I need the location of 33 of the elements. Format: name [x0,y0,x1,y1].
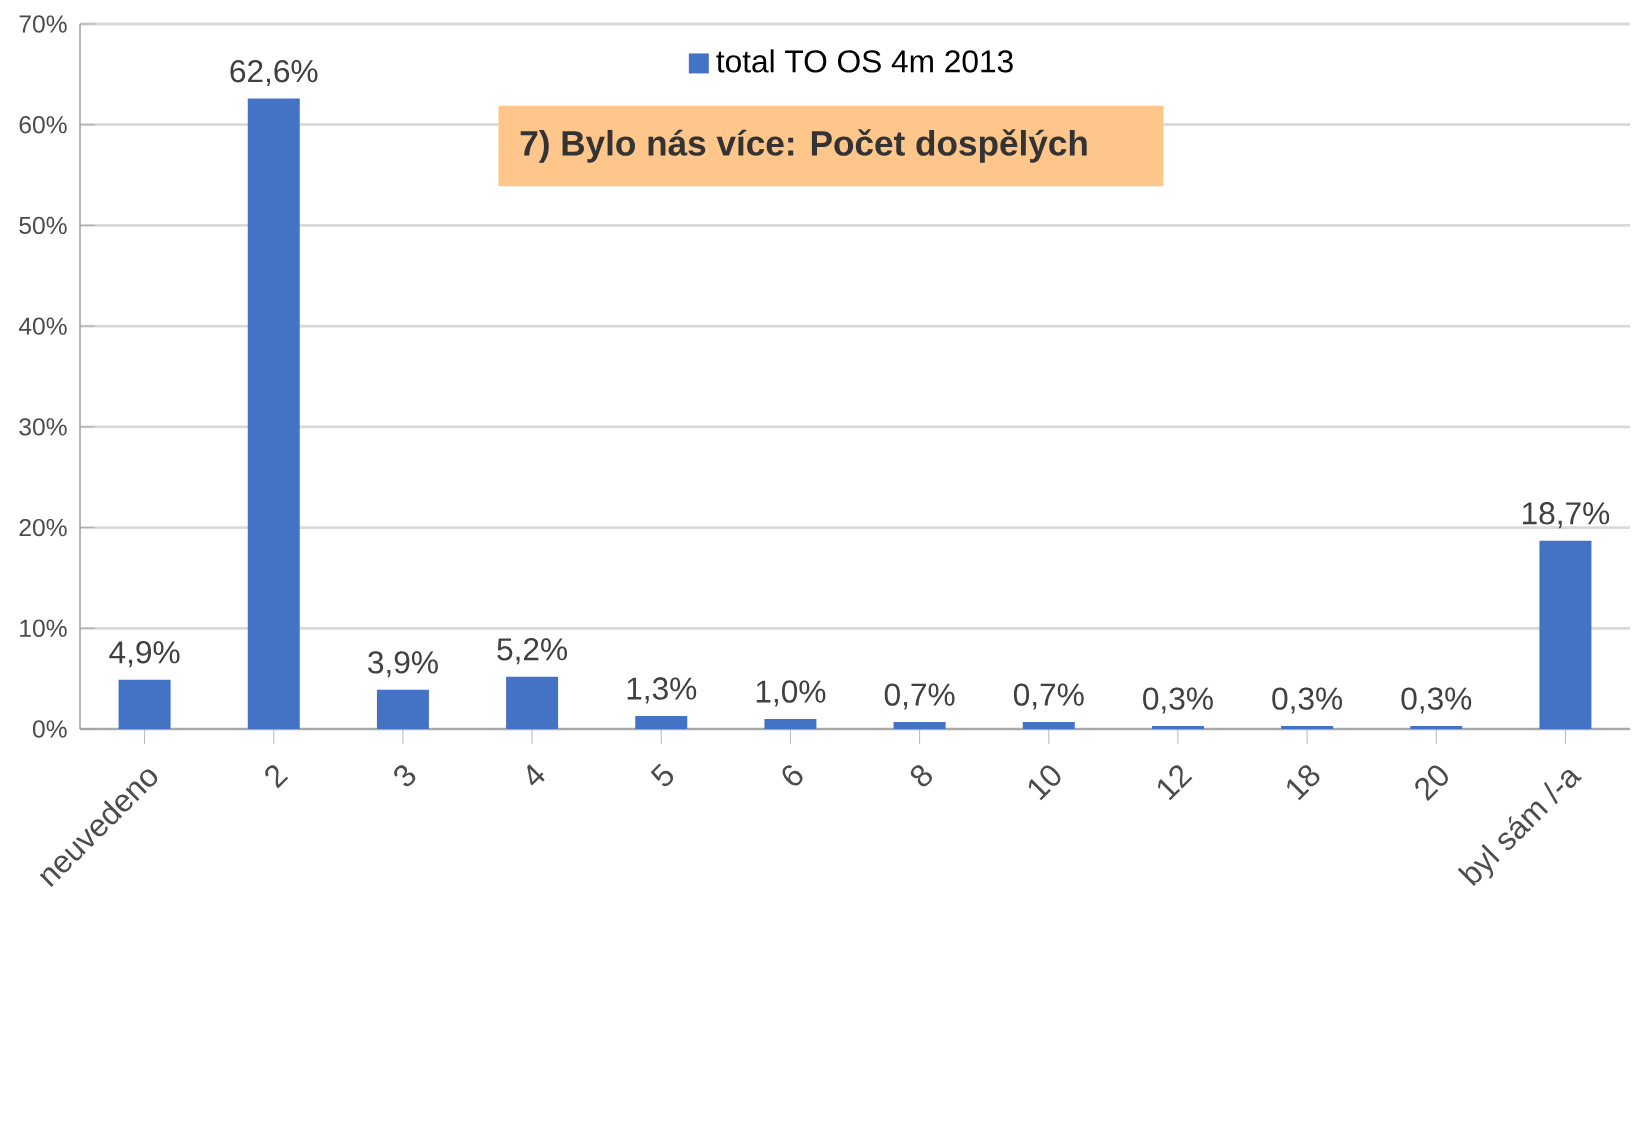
data-label: 1,0% [756,680,826,707]
x-tick-label: 12 [1157,765,1193,801]
legend-label: total TO OS 4m 2013 [716,49,1013,73]
data-label: 3,9% [368,651,438,678]
data-label: 18,7% [1523,502,1610,529]
y-tick-label: 70% [19,15,67,33]
x-tick-label: 5 [650,763,674,787]
data-label: 4,9% [109,641,180,668]
x-tick-label: 8 [910,765,932,787]
y-tick-label: 10% [20,619,67,637]
data-label: 0,3% [1272,687,1343,714]
y-tick-label: 30% [19,418,67,436]
data-label: 1,3% [627,677,697,704]
data-label: 0,3% [1401,687,1472,714]
data-label: 0,3% [1143,687,1213,714]
y-tick-label: 50% [19,216,67,235]
x-tick-label: 20 [1415,765,1448,801]
data-label: 5,2% [497,638,568,665]
x-tick-label: byl sám /-a [1457,769,1582,886]
x-tick-label: 3 [394,765,416,787]
text: 7) Bylo nás více: Počet dospělých [520,129,1087,163]
x-tick-label: 6 [782,765,803,786]
x-tick-label: 2 [265,765,289,789]
y-tick-label: 60% [19,116,67,134]
data-label: 62,6% [230,59,318,87]
data-label: 0,7% [884,683,955,710]
x-tick-label: 18 [1287,765,1320,801]
y-tick-label: 40% [18,317,67,335]
y-tick-label: 20% [19,518,67,537]
x-tick-label: 4 [527,764,545,786]
y-tick-label: 0% [32,720,67,738]
x-tick-label: 10 [1028,765,1061,801]
data-label: 0,7% [1013,683,1084,710]
